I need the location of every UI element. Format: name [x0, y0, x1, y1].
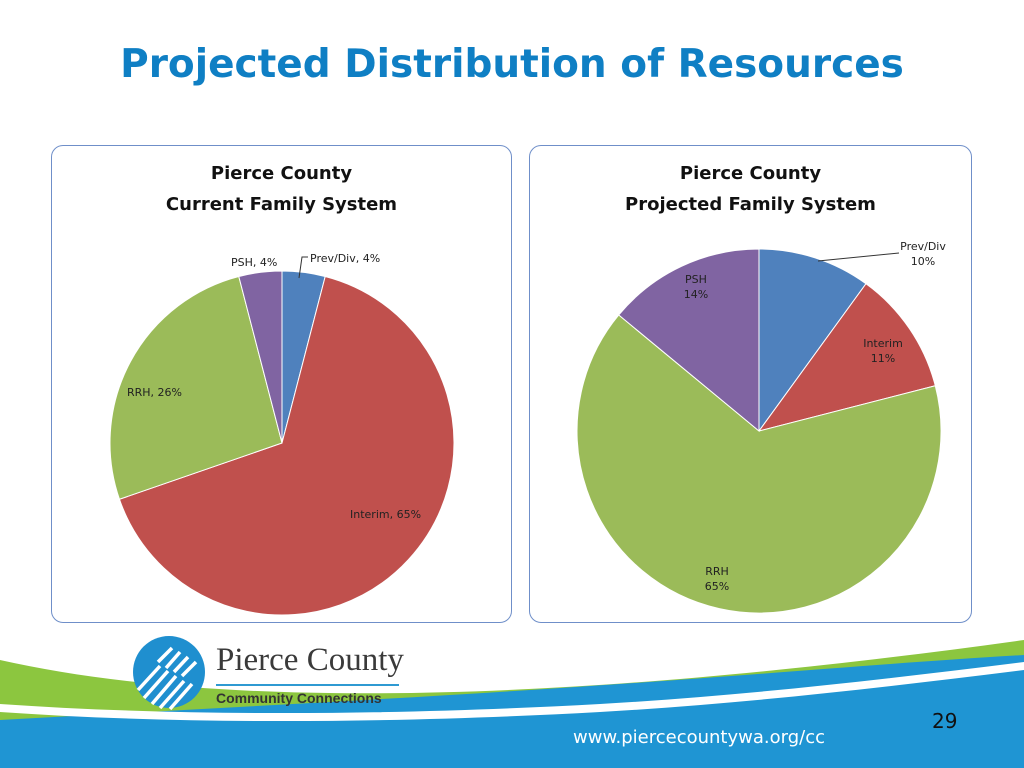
data-label-projected-rrh: RRH 65% — [705, 565, 729, 593]
data-label-projected-interim: Interim 11% — [863, 337, 903, 365]
data-label-current-interim: Interim, 65% — [350, 508, 421, 521]
footer-white-strip — [0, 662, 1024, 722]
logo-subtitle: Community Connections — [216, 690, 382, 706]
pierce-county-logo[interactable]: Pierce County Community Connections — [130, 632, 410, 712]
pie-slice-projected-psh — [618, 248, 760, 433]
chart-title-current-line-2: Current Family System — [165, 194, 398, 215]
chart-title-current-line-1: Pierce County — [210, 163, 353, 184]
pie-chart-current: Prev/Div, 4% Interim, 65% RRH, 26% PSH, 4% — [109, 252, 455, 616]
pie-slice-current-interim — [118, 275, 455, 616]
chart-card-projected: Pierce County Projected Family System Pr… — [529, 145, 972, 623]
slide-title: Projected Distribution of Resources — [120, 42, 904, 87]
leader-line-projected-prev-div — [817, 252, 900, 262]
pie-slice-projected-interim — [757, 283, 936, 432]
logo-name: Pierce County — [216, 642, 404, 678]
footer-url-link[interactable]: www.piercecountywa.org/cc — [573, 727, 825, 748]
chart-title-projected-line-1: Pierce County — [679, 163, 822, 184]
data-label-current-rrh: RRH, 26% — [127, 386, 182, 399]
pie-chart-projected: Prev/Div 10% Interim 11% RRH 65% PSH 14% — [576, 240, 946, 614]
page-number: 29 — [932, 709, 958, 733]
logo-mountain-icon — [133, 636, 205, 711]
pie-slice-projected-prev-div — [758, 248, 867, 433]
data-label-projected-prev-div: Prev/Div 10% — [900, 240, 946, 268]
chart-title-current: Pierce County Current Family System — [52, 158, 511, 220]
chart-title-projected: Pierce County Projected Family System — [530, 158, 971, 220]
data-label-current-prev-div: Prev/Div, 4% — [310, 252, 380, 265]
leader-line-current-prev-div — [298, 256, 308, 279]
pie-slice-current-psh — [238, 270, 283, 444]
data-label-current-psh: PSH, 4% — [231, 256, 277, 269]
pie-slice-projected-rrh — [576, 314, 942, 614]
logo-divider — [216, 684, 399, 686]
chart-title-projected-line-2: Projected Family System — [625, 194, 876, 215]
pie-slice-current-rrh — [109, 275, 283, 500]
footer-wave — [0, 640, 1024, 768]
data-label-projected-psh: PSH 14% — [684, 273, 708, 301]
chart-card-current: Pierce County Current Family System Prev… — [51, 145, 512, 623]
